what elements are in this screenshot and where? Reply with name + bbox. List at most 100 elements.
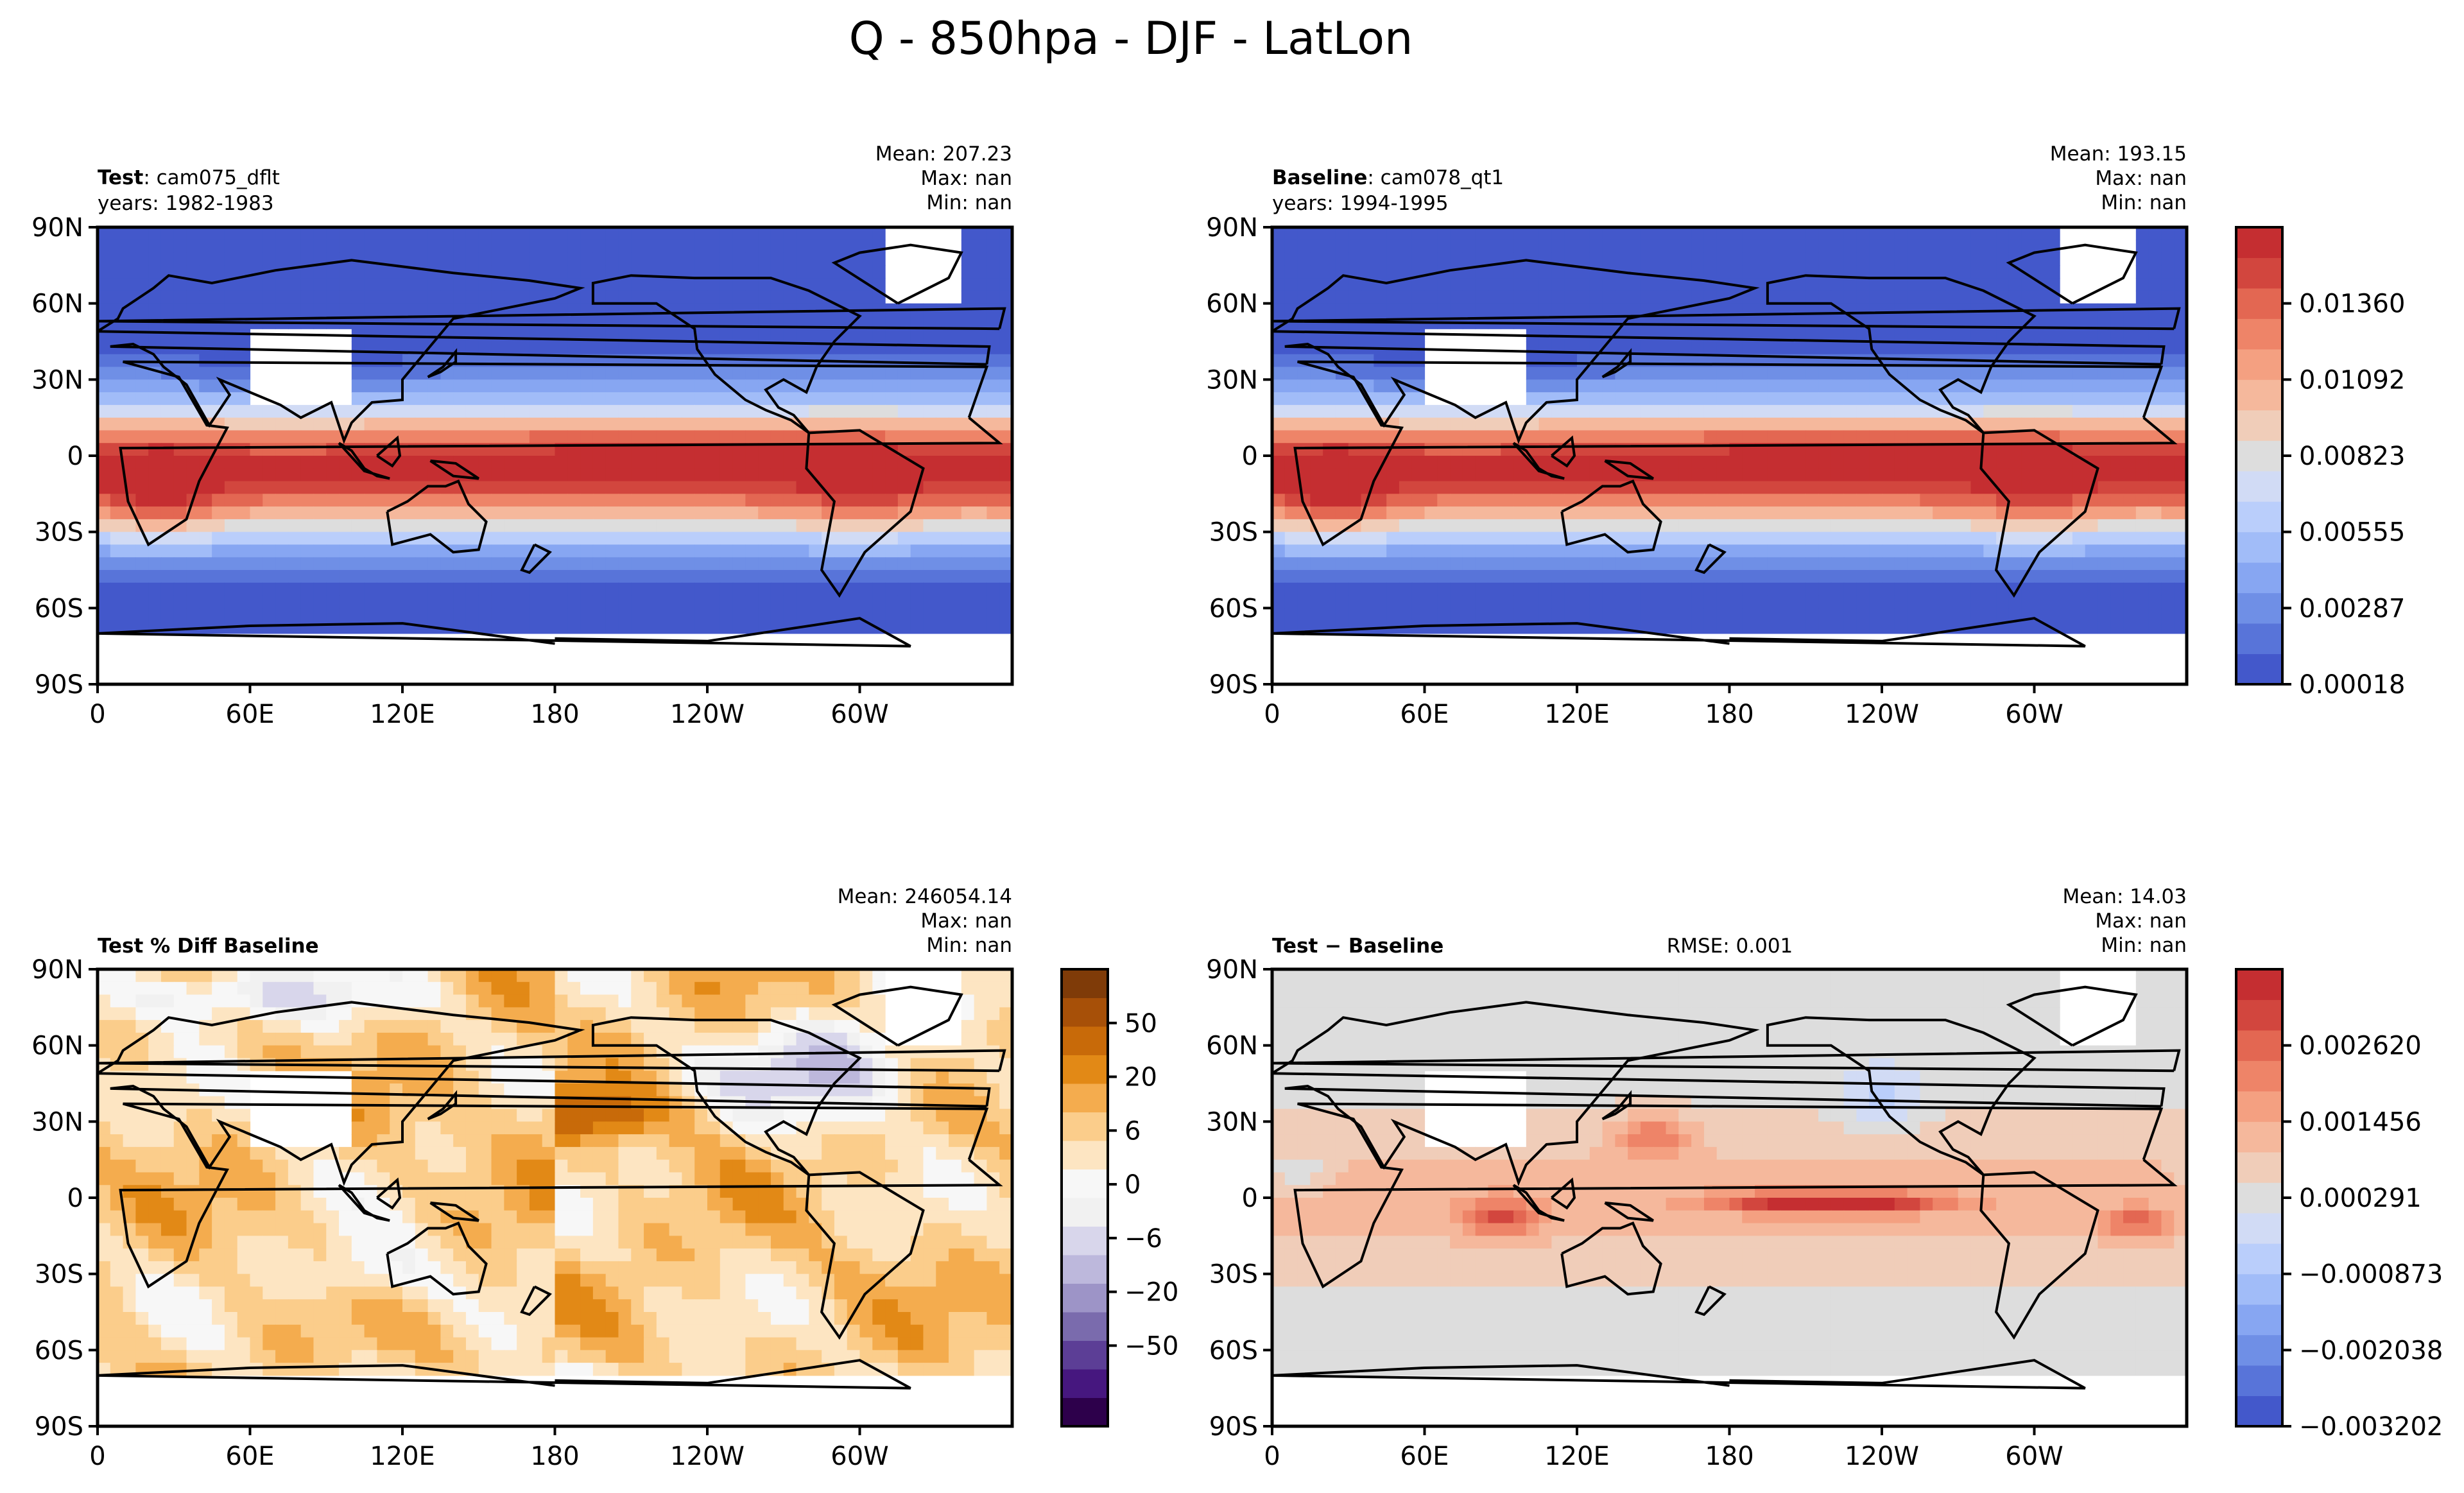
map-cell (1450, 582, 1463, 596)
map-cell (1348, 443, 1362, 456)
map-cell (809, 494, 822, 507)
map-cell (1386, 227, 1400, 241)
map-cell (847, 430, 861, 444)
coastline (338, 442, 390, 480)
map-cell (2034, 239, 2047, 254)
map-cell (2021, 430, 2035, 444)
map-cell (427, 981, 441, 996)
map-cell (415, 506, 429, 520)
map-cell (478, 252, 492, 266)
map-cell (275, 531, 289, 546)
map-cell (847, 239, 861, 254)
map-cell (300, 994, 314, 1008)
map-cell (1945, 443, 1959, 456)
map-cell (542, 506, 556, 520)
map-cell (1970, 544, 1984, 558)
map-cell (110, 981, 124, 996)
map-cell (669, 994, 683, 1008)
map-cell (173, 1045, 187, 1059)
map-cell (1335, 329, 1349, 342)
map-cell (224, 290, 238, 304)
map-cell (1920, 595, 1933, 608)
map-cell (148, 494, 162, 507)
map-cell (288, 544, 302, 558)
map-cell (529, 367, 543, 380)
map-cell (859, 443, 873, 456)
map-cell (123, 519, 136, 533)
map-cell (770, 519, 784, 533)
map-cell (148, 468, 162, 482)
map-cell (555, 481, 568, 494)
map-cell (555, 981, 568, 996)
map-cell (263, 570, 276, 583)
map-cell (1284, 379, 1298, 393)
map-cell (300, 621, 314, 634)
map-cell (1755, 404, 1768, 419)
map-cell (796, 1007, 809, 1021)
map-cell (224, 1045, 238, 1059)
map-cell (135, 367, 149, 380)
lat-tick-label: 90S (35, 670, 83, 700)
map-cell (656, 544, 670, 558)
map-cell (1742, 265, 1755, 279)
map-cell (237, 278, 251, 291)
map-cell (199, 303, 212, 317)
map-cell (542, 481, 556, 494)
map-cell (745, 227, 759, 241)
map-cell (313, 404, 327, 419)
map-cell (822, 468, 835, 482)
lon-tick-label: 120E (1544, 700, 1610, 729)
map-cell (1297, 582, 1311, 596)
map-cell (1513, 621, 1527, 634)
map-cell (1488, 443, 1501, 456)
map-cell (986, 278, 1000, 291)
map-cell (2047, 417, 2060, 431)
map-cell (847, 544, 861, 558)
map-cell (1729, 379, 1743, 393)
map-cell (1628, 608, 1641, 621)
map-cell (1640, 557, 1654, 571)
map-cell (186, 417, 200, 431)
map-cell (1526, 506, 1540, 520)
map-cell (719, 621, 734, 634)
map-cell (390, 494, 403, 507)
map-cell (160, 544, 175, 558)
map-cell (1703, 303, 1718, 317)
map-cell (275, 608, 289, 621)
map-cell (1450, 544, 1463, 558)
map-cell (1589, 519, 1603, 533)
map-cell (2085, 443, 2099, 456)
map-cell (390, 278, 403, 291)
map-cell (1551, 494, 1565, 507)
map-cell (796, 582, 809, 596)
map-cell (1920, 456, 1933, 469)
map-cell (1411, 595, 1426, 608)
map-cell (390, 379, 403, 393)
map-cell (1907, 468, 1920, 482)
map-cell (517, 595, 530, 608)
map-cell (822, 994, 835, 1008)
map-cell (110, 621, 124, 634)
map-cell (1678, 379, 1692, 393)
map-cell (1742, 227, 1755, 241)
map-cell (719, 595, 734, 608)
map-cell (1691, 506, 1705, 520)
map-cell (1615, 392, 1628, 406)
map-cell (517, 994, 530, 1008)
map-cell (390, 519, 403, 533)
map-cell (250, 582, 263, 596)
map-cell (986, 1020, 1000, 1033)
map-cell (2148, 316, 2162, 329)
map-cell (2008, 443, 2022, 456)
map-cell (224, 1007, 238, 1021)
map-cell (605, 316, 619, 329)
map-cell (1793, 392, 1806, 406)
map-cell (1386, 392, 1400, 406)
map-cell (1526, 582, 1540, 596)
map-cell (758, 582, 771, 596)
map-cell (732, 290, 746, 304)
map-cell (402, 519, 416, 533)
map-cell (1869, 303, 1882, 317)
map-cell (275, 443, 289, 456)
map-cell (936, 494, 949, 507)
